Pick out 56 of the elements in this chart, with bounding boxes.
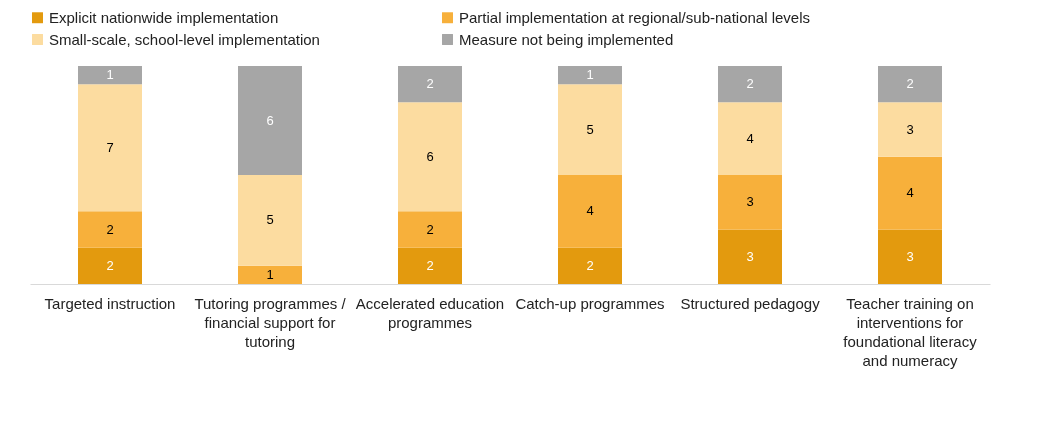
bar (398, 66, 462, 103)
bar (78, 84, 142, 212)
x-tick-label: Catch-up programmes (515, 294, 665, 312)
legend-label: Measure not being implemented (459, 30, 674, 48)
bar (558, 247, 622, 284)
bar (78, 211, 142, 248)
bar (558, 175, 622, 248)
bar (238, 175, 302, 266)
data-label: 3 (906, 248, 914, 264)
data-label: 7 (106, 139, 114, 155)
legend-label: Explicit nationwide implementation (49, 8, 279, 26)
x-tick-label: Accelerated education programmes (355, 294, 505, 331)
data-label: 2 (426, 257, 434, 273)
bar (398, 247, 462, 284)
data-label: 3 (746, 248, 754, 264)
legend-label: Small-scale, school-level implementation (49, 30, 320, 48)
data-label: 4 (906, 185, 914, 201)
data-label: 6 (266, 112, 274, 128)
data-label: 2 (906, 76, 914, 92)
bar (718, 175, 782, 230)
data-label: 4 (746, 130, 754, 146)
x-tick-label: Targeted instruction (44, 294, 176, 312)
data-label: 1 (266, 266, 274, 282)
bar (878, 229, 942, 284)
data-label: 4 (586, 203, 594, 219)
bar (558, 84, 622, 175)
bar (878, 66, 942, 103)
legend-label: Partial implementation at regional/sub-national levels (459, 8, 811, 26)
bar (878, 156, 942, 230)
data-label: 3 (906, 121, 914, 137)
bar (78, 247, 142, 284)
bar (878, 102, 942, 157)
x-tick-label: Teacher training on interventions for foundational literacy and numeracy (843, 294, 978, 369)
data-label: 2 (106, 257, 114, 273)
x-tick-label: Structured pedagogy (680, 294, 821, 312)
x-tick-label: Tutoring programmes / financial support for tutoring (194, 294, 347, 350)
bar (238, 265, 302, 284)
bar (78, 66, 142, 85)
data-label: 5 (266, 212, 274, 228)
bar (398, 211, 462, 248)
bar (718, 229, 782, 284)
data-label: 2 (426, 221, 434, 237)
data-label: 5 (586, 121, 594, 137)
data-label: 2 (106, 221, 114, 237)
bar (398, 102, 462, 212)
data-label: 2 (426, 76, 434, 92)
bar (558, 66, 622, 85)
bar (238, 66, 302, 175)
data-label: 1 (106, 67, 114, 83)
data-label: 2 (586, 257, 594, 273)
bar (718, 102, 782, 175)
data-label: 3 (746, 194, 754, 210)
bar (718, 66, 782, 103)
data-label: 1 (586, 67, 594, 83)
data-label: 2 (746, 76, 754, 92)
data-label: 6 (426, 148, 434, 164)
